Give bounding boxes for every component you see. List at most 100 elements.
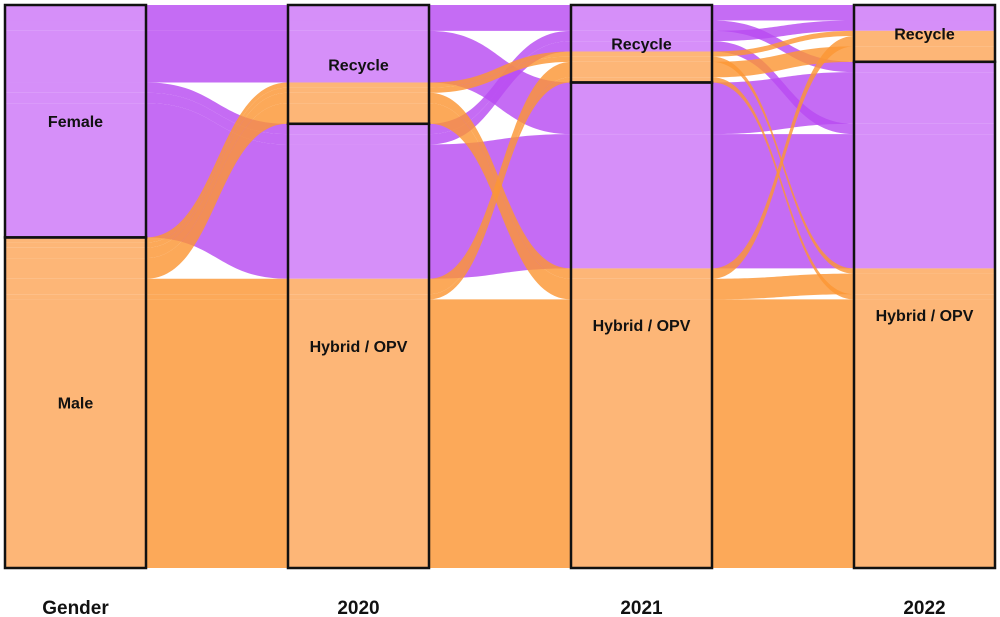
flow-male-2021-to-2022 <box>712 30 854 57</box>
flow-female-2020-to-2021 <box>429 41 571 145</box>
stratum-fill-male-gender <box>5 242 146 248</box>
stratum-fill-male-2020 <box>288 103 429 124</box>
stratum-fill-male-gender <box>5 278 146 295</box>
stratum-fill-female-2021 <box>571 5 712 21</box>
stratum-fill-female-2022 <box>854 72 995 124</box>
stratum-fill-male-2022 <box>854 273 995 295</box>
stratum-fill-male-gender <box>5 258 146 279</box>
stratum-label-2021-hybrid-opv: Hybrid / OPV <box>593 318 691 335</box>
stratum-fill-female-2022 <box>854 61 995 73</box>
stratum-fill-female-gender <box>5 20 146 31</box>
stratum-label-2020-recycle: Recycle <box>328 57 389 74</box>
stratum-fill-female-2022 <box>854 123 995 135</box>
stratum-fill-male-2022 <box>854 294 995 300</box>
stratum-fill-female-2020 <box>288 30 429 83</box>
stratum-label-2022-hybrid-opv: Hybrid / OPV <box>876 308 974 325</box>
stratum-fill-female-2021 <box>571 30 712 42</box>
flow-male-2021-to-2022 <box>712 273 854 300</box>
axis-layer: Gender 2020 2021 2022 <box>42 598 945 617</box>
stratum-fill-male-2022 <box>854 35 995 47</box>
stratum-label-2022-recycle: Recycle <box>894 26 955 43</box>
flow-male-2021-to-2022 <box>712 56 854 274</box>
flow-male-gender-to-2020 <box>146 82 288 243</box>
stratum-fill-male-2021 <box>571 51 712 57</box>
stratum-fill-female-2020 <box>288 123 429 135</box>
strata-layer <box>3 3 997 570</box>
flow-female-2021-to-2022 <box>712 134 854 269</box>
stratum-box-gender-male <box>3 236 148 570</box>
stratum-fill-female-2020 <box>288 5 429 21</box>
stratum-fill-male-2020 <box>288 87 429 93</box>
stratum-fill-female-gender <box>5 30 146 83</box>
flow-male-2021-to-2022 <box>712 46 854 78</box>
flow-male-gender-to-2020 <box>146 87 288 248</box>
stratum-fill-female-2022 <box>854 5 995 21</box>
flow-male-gender-to-2020 <box>146 103 288 279</box>
flow-female-2020-to-2021 <box>429 5 571 21</box>
stratum-fill-female-2021 <box>571 41 712 52</box>
flow-female-2021-to-2022 <box>712 5 854 21</box>
stratum-fill-male-2022 <box>854 46 995 62</box>
stratum-fill-male-2021 <box>571 299 712 568</box>
stratum-label-2021-recycle: Recycle <box>611 37 672 54</box>
stratum-fill-male-2021 <box>571 61 712 78</box>
stratum-fill-male-2021 <box>571 278 712 300</box>
stratum-fill-male-2021 <box>571 56 712 62</box>
stratum-box-2022-hybrid-opv <box>852 60 997 570</box>
stratum-fill-male-gender <box>5 294 146 300</box>
stratum-fill-male-2020 <box>288 294 429 300</box>
axis-label-gender: Gender <box>42 598 109 617</box>
flow-male-gender-to-2020 <box>146 92 288 259</box>
stratum-fill-male-2020 <box>288 299 429 568</box>
flow-female-gender-to-2020 <box>146 5 288 21</box>
stratum-fill-male-2021 <box>571 77 712 83</box>
stratum-fill-female-2021 <box>571 134 712 269</box>
stratum-fill-male-2022 <box>854 268 995 274</box>
stratum-fill-male-2020 <box>288 92 429 104</box>
stratum-label-2020-hybrid-opv: Hybrid / OPV <box>310 339 408 356</box>
flow-male-2020-to-2021 <box>429 61 571 295</box>
stratum-fill-male-2022 <box>854 30 995 36</box>
flow-female-2021-to-2022 <box>712 20 854 42</box>
stratum-fill-female-2020 <box>288 134 429 145</box>
stratum-fill-female-gender <box>5 82 146 93</box>
stratum-fill-male-2021 <box>571 268 712 279</box>
stratum-fill-female-2021 <box>571 82 712 135</box>
flow-male-2021-to-2022 <box>712 35 854 279</box>
flow-male-2021-to-2022 <box>712 77 854 300</box>
flow-male-2020-to-2021 <box>429 299 571 568</box>
stratum-fill-female-2022 <box>854 20 995 31</box>
flow-female-gender-to-2020 <box>146 30 288 83</box>
stratum-label-gender-male: Male <box>58 396 94 413</box>
stratum-fill-male-2020 <box>288 82 429 88</box>
flow-male-2021-to-2022 <box>712 299 854 568</box>
flow-male-2020-to-2021 <box>429 51 571 88</box>
stratum-fill-male-gender <box>5 237 146 243</box>
stratum-fill-female-2020 <box>288 20 429 31</box>
flow-male-2020-to-2021 <box>429 77 571 300</box>
stratum-fill-female-2021 <box>571 20 712 31</box>
stratum-box-2021-hybrid-opv <box>569 81 714 570</box>
flows-layer <box>146 5 854 568</box>
stratum-label-gender-female: Female <box>48 114 103 131</box>
labels-layer: Female Male Recycle Hybrid / OPV Recycle Hybr… <box>48 26 974 412</box>
flow-female-2020-to-2021 <box>429 30 571 135</box>
stratum-fill-female-2020 <box>288 144 429 279</box>
stratum-fill-female-gender <box>5 5 146 21</box>
axis-label-2022: 2022 <box>903 598 945 617</box>
flow-male-gender-to-2020 <box>146 299 288 568</box>
flow-male-2020-to-2021 <box>429 103 571 300</box>
axis-label-2020: 2020 <box>337 598 379 617</box>
stratum-fill-male-2022 <box>854 299 995 568</box>
flow-male-gender-to-2020 <box>146 294 288 300</box>
stratum-fill-male-gender <box>5 247 146 259</box>
axis-label-2021: 2021 <box>620 598 663 617</box>
flow-male-gender-to-2020 <box>146 278 288 295</box>
flow-female-2020-to-2021 <box>429 20 571 31</box>
flow-female-gender-to-2020 <box>146 20 288 31</box>
stratum-fill-female-2022 <box>854 134 995 269</box>
stratum-fill-male-2020 <box>288 278 429 295</box>
stratum-fill-female-gender <box>5 92 146 104</box>
flow-female-2021-to-2022 <box>712 41 854 135</box>
